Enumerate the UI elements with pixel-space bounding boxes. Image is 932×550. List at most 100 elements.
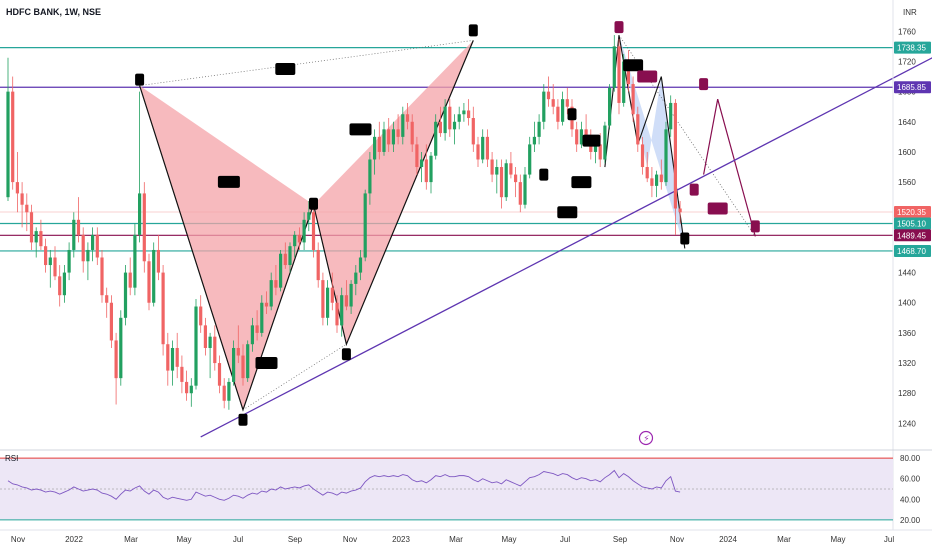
price-tick-label: 1640 <box>898 118 916 127</box>
rsi-tick-label: 60.00 <box>900 475 921 484</box>
candle-body <box>434 121 438 156</box>
time-tick-label: Mar <box>777 535 791 544</box>
pattern-point-marker <box>468 24 478 37</box>
candle-body <box>645 167 649 179</box>
price-tick-label: 1720 <box>898 57 916 66</box>
candle-body <box>673 102 677 209</box>
candle-body <box>368 159 372 194</box>
candle-body <box>213 336 217 364</box>
candle-body <box>189 385 193 394</box>
candle-body <box>481 136 485 160</box>
candle-body <box>457 114 461 122</box>
candle-body <box>255 325 259 333</box>
candle-body <box>114 340 118 379</box>
pattern3-marker <box>750 220 760 233</box>
candle-body <box>48 257 52 266</box>
rsi-line <box>7 469 681 501</box>
pattern2-marker <box>623 59 644 72</box>
rsi-tick-label: 80.00 <box>900 454 921 463</box>
time-tick-label: Jul <box>560 535 570 544</box>
candle-body <box>81 234 85 262</box>
candle-body <box>523 174 527 205</box>
candle-body <box>307 212 311 220</box>
candle-body <box>246 344 250 379</box>
candle-body <box>109 302 113 341</box>
pattern3-marker <box>707 202 728 215</box>
candle-body <box>579 129 583 145</box>
candle-body <box>15 182 19 194</box>
level-tag <box>894 81 931 94</box>
candle-body <box>608 87 612 126</box>
candle-body <box>180 366 184 382</box>
candle-body <box>664 129 668 183</box>
time-tick-label: Jul <box>233 535 243 544</box>
candle-body <box>622 61 626 103</box>
candle-body <box>260 302 264 333</box>
candle-body <box>462 110 466 115</box>
price-tick-label: 1320 <box>898 359 916 368</box>
flash-icon[interactable]: ⚡ <box>638 430 654 446</box>
candle-body <box>142 193 146 262</box>
candle-body <box>185 381 189 394</box>
candle-body <box>119 317 123 379</box>
candle-body <box>166 344 170 371</box>
candle-body <box>401 114 405 137</box>
pattern-markers <box>135 21 760 426</box>
candle-body <box>147 261 151 303</box>
candle-body <box>297 234 301 243</box>
candle-body <box>556 106 560 122</box>
candle-body <box>222 385 226 401</box>
time-axis[interactable]: Nov 2022 Mar May Jul Sep Nov 2023 Mar May Jul Sep No… <box>0 529 932 544</box>
time-tick-label: May <box>176 535 191 544</box>
candle-body <box>123 272 128 318</box>
candle-body <box>391 129 395 145</box>
pattern-label-marker <box>349 123 372 136</box>
candle-body <box>626 61 630 85</box>
candle-body <box>311 212 316 250</box>
pattern-label-marker <box>217 175 240 188</box>
candle-body <box>34 231 38 243</box>
candle-body <box>161 272 165 345</box>
candle-body <box>514 174 518 183</box>
price-tick-label: 1240 <box>898 419 916 428</box>
time-tick-label: Jul <box>884 535 894 544</box>
candle-body <box>542 91 546 122</box>
pattern2-marker <box>582 134 601 147</box>
level-tag <box>894 41 931 54</box>
level-tag-label: 1489.45 <box>897 231 926 240</box>
candle-body <box>659 174 663 183</box>
candle-body <box>429 155 433 183</box>
candle-body <box>467 110 471 119</box>
candle-body <box>452 121 457 130</box>
candle-body <box>241 355 245 379</box>
time-tick-label: Mar <box>124 535 138 544</box>
candle-body <box>11 91 15 183</box>
candle-body <box>330 287 334 303</box>
candle-body <box>194 306 198 386</box>
time-tick-label: Nov <box>670 535 684 544</box>
pattern-fill-blue <box>619 35 685 249</box>
candle-body <box>152 249 156 303</box>
pattern-label-marker <box>255 357 278 370</box>
pattern-dotted-ac <box>242 343 347 411</box>
candle-body <box>67 249 71 273</box>
candle-body <box>283 253 287 266</box>
candle-body <box>678 208 682 213</box>
candle-body <box>138 193 142 235</box>
candle-body <box>86 249 90 262</box>
level-tag <box>894 217 931 230</box>
pattern2-marker <box>567 108 577 121</box>
candle-body <box>58 276 62 296</box>
candle-body <box>377 136 381 152</box>
level-tag <box>894 229 931 242</box>
candle-body <box>485 136 489 160</box>
time-tick-label: Sep <box>288 535 303 544</box>
level-tag-label: 1738.35 <box>897 44 926 53</box>
candle-body <box>650 178 654 186</box>
candle-body <box>490 159 494 175</box>
candle-body <box>669 102 673 130</box>
candle-body <box>448 106 452 130</box>
rsi-panel: 80.00 60.00 40.00 20.00 RSI <box>0 449 932 525</box>
candle-body <box>443 106 447 134</box>
